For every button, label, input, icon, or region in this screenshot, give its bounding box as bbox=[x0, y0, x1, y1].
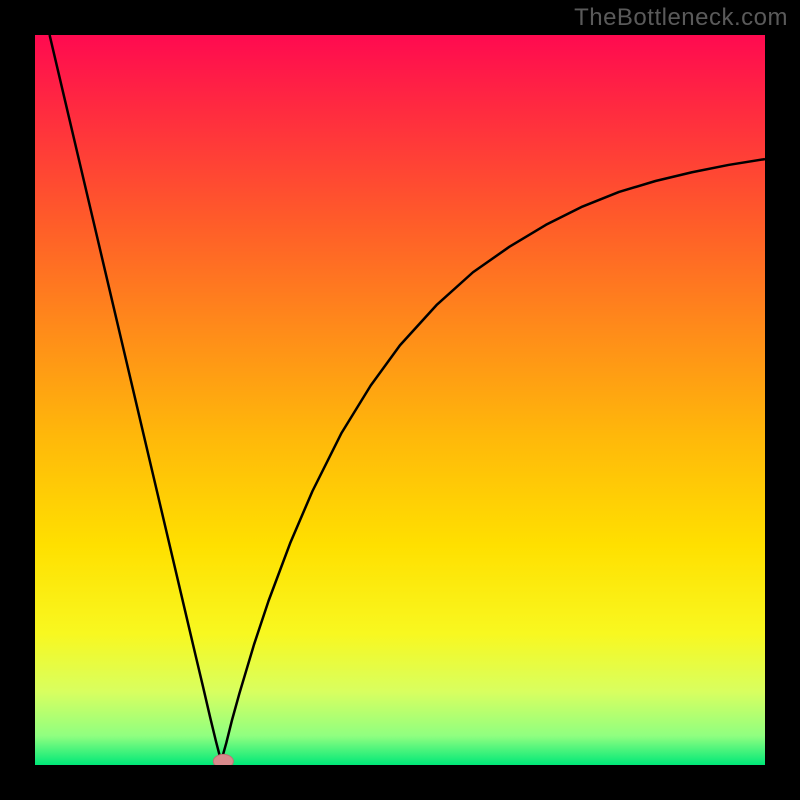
chart-container: TheBottleneck.com bbox=[0, 0, 800, 800]
watermark-text: TheBottleneck.com bbox=[574, 4, 788, 32]
gradient-background bbox=[35, 35, 765, 765]
plot-svg bbox=[35, 35, 765, 765]
minimum-marker bbox=[213, 754, 233, 765]
plot-area bbox=[35, 35, 765, 765]
